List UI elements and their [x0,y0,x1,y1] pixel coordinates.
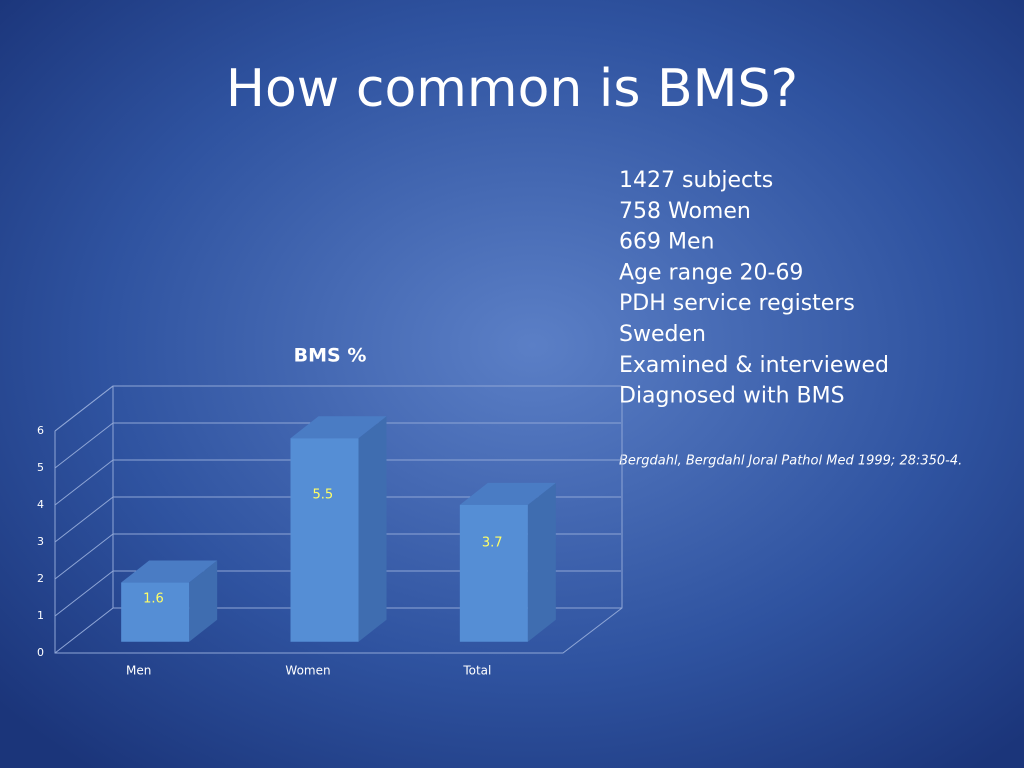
bar [459,504,528,642]
bar [121,582,190,642]
grid-line [54,459,114,506]
x-tick-label: Men [126,664,151,678]
note: Sweden [619,322,706,347]
x-tick-label: Women [285,664,330,678]
note: 669 Men [619,230,714,255]
y-tick-label: 3 [37,535,44,548]
bar-top [290,416,387,439]
x-tick-label: Total [462,664,491,678]
note: 1427 subjects [619,168,773,193]
y-tick-label: 4 [37,498,44,511]
note: Examined & interviewed [619,353,889,378]
grid-line [54,533,114,580]
bar-top [121,560,218,583]
bar-side [358,416,387,642]
grid-line [54,570,114,617]
value-label: 3.7 [482,536,503,551]
bar-side [527,482,556,642]
bar [290,438,359,642]
grid-line [54,385,114,432]
note: 758 Women [619,199,751,224]
y-tick-label: 6 [37,424,44,437]
y-tick-label: 5 [37,461,44,474]
bar-top [459,482,556,505]
chart-title: BMS % [294,345,367,367]
citation: Bergdahl, Bergdahl Joral Pathol Med 1999… [619,454,962,469]
note: PDH service registers [619,291,855,316]
y-tick-label: 2 [37,572,44,585]
note: Age range 20-69 [619,260,803,285]
slide-title: How common is BMS? [226,59,798,119]
grid-line [54,496,114,543]
value-label: 1.6 [143,592,164,607]
grid-line [54,422,114,469]
note: Diagnosed with BMS [619,384,845,409]
y-tick-label: 0 [37,646,44,659]
y-tick-label: 1 [37,609,44,622]
value-label: 5.5 [313,488,334,503]
bar-side [189,560,218,642]
